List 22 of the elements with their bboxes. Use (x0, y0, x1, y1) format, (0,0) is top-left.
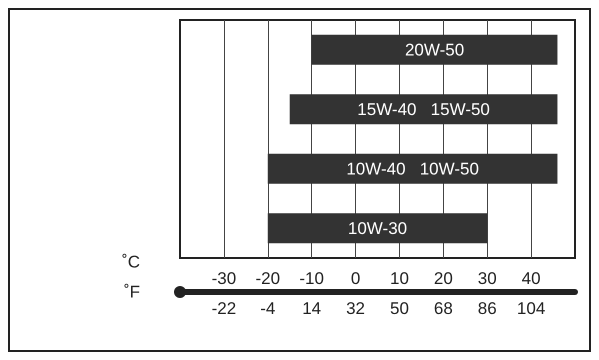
x-tick-label: 40 (522, 269, 541, 288)
x2-tick-label: 68 (434, 299, 453, 318)
x-axis-title: ˚C (122, 252, 140, 272)
x2-tick-label: -4 (260, 299, 276, 318)
x2-tick-label: 104 (516, 299, 546, 318)
x-tick-label: 30 (478, 269, 497, 288)
x2-axis-title: ˚F (124, 282, 140, 302)
x-tick-label: 0 (350, 269, 360, 288)
x2-tick-label: -22 (212, 299, 236, 318)
x-tick-label: 10 (390, 269, 409, 288)
x2-tick-label: 32 (346, 299, 366, 318)
x-tick-label: -20 (255, 269, 280, 288)
x-tick-label: -30 (212, 269, 236, 288)
x2-tick-label: 50 (390, 299, 409, 318)
x-tick-label: 20 (434, 269, 453, 288)
y-tick-label: 15W-40 15W-50 (357, 100, 490, 119)
y-tick-label: 20W-50 (404, 40, 464, 60)
y-tick-label: 10W-30 (348, 218, 408, 238)
x2-tick-label: 14 (302, 299, 322, 318)
x2-tick-label: 86 (478, 299, 497, 318)
y-tick-label: 10W-40 10W-50 (346, 159, 479, 178)
x-tick-label: -10 (299, 269, 324, 288)
